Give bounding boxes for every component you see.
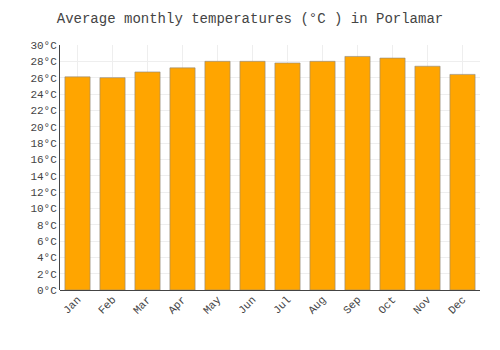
svg-text:20°C: 20°C — [30, 122, 57, 134]
svg-text:12°C: 12°C — [30, 187, 57, 199]
svg-text:30°C: 30°C — [30, 40, 57, 52]
svg-text:10°C: 10°C — [30, 203, 57, 215]
svg-text:Jan: Jan — [61, 294, 83, 316]
svg-text:Nov: Nov — [411, 294, 434, 317]
svg-text:16°C: 16°C — [30, 154, 57, 166]
svg-text:26°C: 26°C — [30, 73, 57, 85]
svg-text:0°C: 0°C — [37, 285, 57, 297]
svg-text:14°C: 14°C — [30, 171, 57, 183]
svg-text:22°C: 22°C — [30, 105, 57, 117]
svg-text:28°C: 28°C — [30, 56, 57, 68]
svg-text:4°C: 4°C — [37, 252, 57, 264]
svg-text:Sep: Sep — [341, 294, 363, 316]
svg-text:Oct: Oct — [376, 294, 398, 316]
svg-text:Dec: Dec — [446, 294, 468, 316]
svg-text:Aug: Aug — [306, 294, 328, 316]
svg-text:2°C: 2°C — [37, 269, 57, 281]
svg-text:Apr: Apr — [166, 294, 188, 316]
svg-text:18°C: 18°C — [30, 138, 57, 150]
svg-text:Mar: Mar — [131, 294, 153, 316]
svg-text:24°C: 24°C — [30, 89, 57, 101]
svg-text:May: May — [201, 294, 224, 317]
svg-text:Average monthly temperatures (: Average monthly temperatures (°C ) in Po… — [57, 11, 443, 27]
svg-text:Jun: Jun — [236, 294, 258, 316]
svg-text:Jul: Jul — [271, 294, 293, 316]
svg-text:6°C: 6°C — [37, 236, 57, 248]
svg-text:Feb: Feb — [96, 294, 118, 316]
svg-text:8°C: 8°C — [37, 220, 57, 232]
